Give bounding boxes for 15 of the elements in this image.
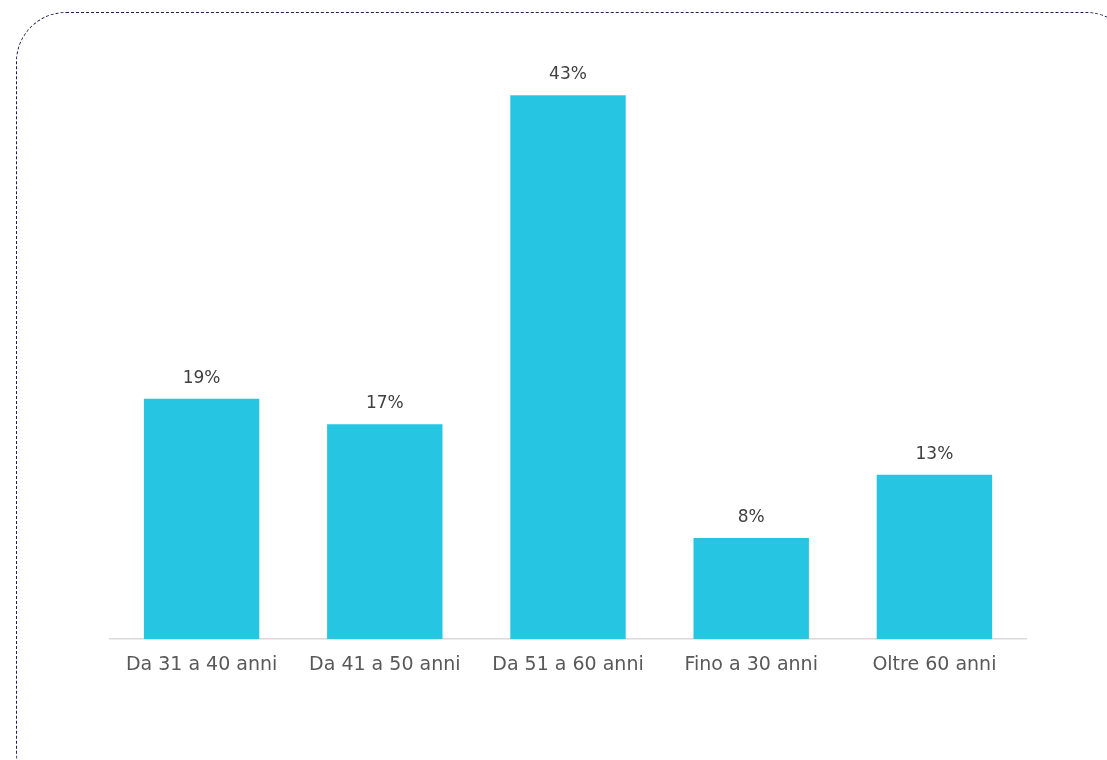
data-label: 43%: [549, 63, 587, 84]
bar: [693, 538, 809, 640]
x-tick-label: Oltre 60 anni: [872, 651, 997, 674]
x-tick-label: Da 41 a 50 anni: [309, 651, 461, 674]
x-tick-label: Fino a 30 anni: [684, 651, 818, 674]
data-label: 17%: [365, 392, 404, 413]
bar: [876, 474, 993, 640]
bar: [143, 398, 260, 640]
data-label: 19%: [182, 366, 221, 387]
bar: [510, 95, 626, 640]
x-tick-label: Da 51 a 60 anni: [492, 651, 644, 674]
bar: [327, 424, 443, 640]
data-label: 8%: [737, 505, 765, 526]
data-label: 13%: [915, 442, 954, 463]
x-tick-label: Da 31 a 40 anni: [125, 651, 278, 674]
